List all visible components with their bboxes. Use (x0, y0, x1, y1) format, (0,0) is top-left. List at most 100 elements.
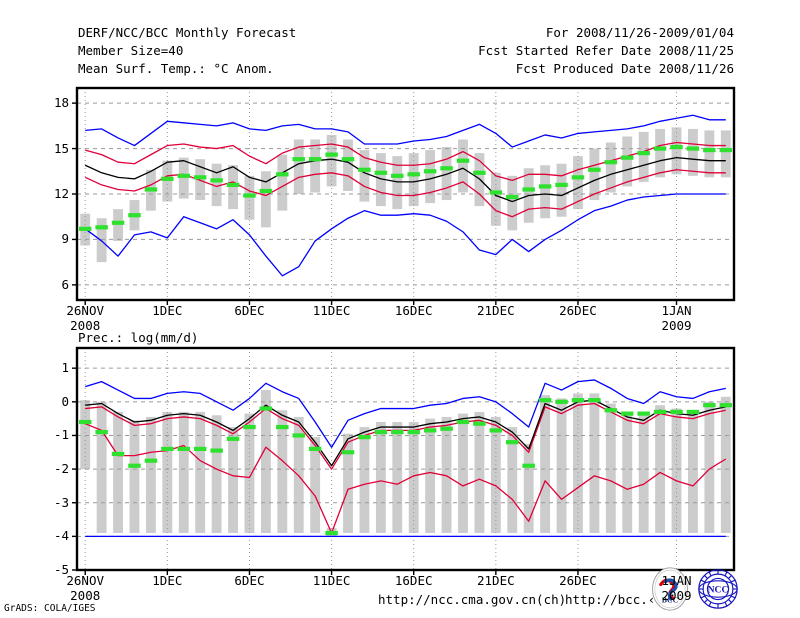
spread-bar (244, 413, 255, 533)
spread-bar (408, 422, 419, 533)
spread-bar (688, 410, 698, 533)
x-tick-label: 16DEC (394, 303, 433, 318)
x-tick-label: 1JAN (661, 303, 692, 318)
x-tick-label: 26DEC (559, 303, 597, 318)
x-tick-label: 21DEC (477, 573, 515, 588)
spread-bar (113, 411, 123, 533)
spread-bar (113, 209, 123, 241)
spread-bar (720, 130, 731, 178)
spread-bar (655, 128, 666, 178)
spread-bar (195, 411, 206, 533)
header-forecast-period: For 2008/11/26-2009/01/04 (545, 25, 734, 40)
x-tick-label: 6DEC (234, 303, 265, 318)
spread-bar (260, 390, 271, 533)
y-tick-label: 15 (53, 140, 69, 156)
x-tick-label: 21DEC (477, 303, 515, 318)
series-upper_quartile (85, 402, 726, 470)
spread-bar (343, 139, 353, 191)
spread-bar (540, 165, 551, 219)
spread-bar (540, 395, 551, 533)
spread-bar (474, 411, 485, 533)
spread-bar (178, 157, 189, 199)
spread-bar (162, 160, 173, 202)
spread-bar (392, 156, 403, 210)
y-tick-label: 1 (61, 360, 69, 376)
spread-bar (359, 150, 370, 202)
spread-bar (704, 401, 715, 533)
spread-bar (638, 415, 649, 533)
x-tick-label: 26NOV (66, 303, 105, 318)
x-tick-label-year: 2008 (70, 318, 101, 333)
y-tick-label: 18 (53, 95, 69, 111)
spread-bar (490, 416, 501, 533)
temperature-gridlines (77, 88, 734, 300)
spread-bar (605, 403, 616, 533)
spread-bar (293, 139, 304, 194)
spread-bar (425, 150, 436, 204)
ncc-url[interactable]: http://ncc.cma.gov.cn(ch) (378, 592, 567, 607)
x-tick-label: 1JAN (661, 573, 692, 588)
x-tick-label: 6DEC (234, 573, 265, 588)
bcc-logo-icon: BCC (652, 567, 688, 611)
spread-bar (589, 148, 600, 201)
spread-bar (507, 427, 518, 533)
spread-bar (408, 153, 419, 207)
spread-bar (375, 153, 386, 207)
spread-bar (458, 413, 468, 533)
spread-bar (622, 411, 633, 533)
spread-bar (228, 427, 238, 533)
series-max (85, 379, 726, 448)
spread-bar (375, 422, 386, 533)
x-tick-label: 1DEC (152, 303, 183, 318)
spread-bar (244, 175, 255, 220)
x-tick-label: 26DEC (559, 573, 597, 588)
y-tick-label: -1 (53, 427, 69, 443)
spread-bar (228, 165, 238, 210)
precip-panel-title: Prec.: log(mm/d) (78, 330, 199, 345)
spread-bar (441, 416, 452, 533)
bcc-url[interactable]: http://bcc.‹ (565, 592, 656, 607)
series-min (84, 193, 726, 277)
spread-bar (211, 163, 222, 207)
header-start-date: Fcst Started Refer Date 2008/11/25 (478, 43, 734, 58)
series-max (85, 114, 726, 148)
x-tick-label: 1DEC (152, 573, 183, 588)
spread-bar (622, 136, 633, 187)
spread-bar (556, 163, 567, 217)
spread-bar (277, 410, 288, 533)
header-temp-units: Mean Surf. Temp.: °C Anom. (78, 61, 274, 76)
x-tick-label-year: 2009 (661, 588, 692, 603)
svg-text:BCC: BCC (662, 595, 679, 604)
spread-bar (720, 396, 731, 533)
series-upper_quartile (85, 141, 726, 182)
temperature-plot (72, 86, 736, 305)
spread-bar (688, 128, 698, 176)
spread-bar (310, 139, 321, 193)
spread-bar (425, 418, 436, 533)
spread-bar (638, 131, 649, 182)
header-produced-date: Fcst Produced Date 2008/11/26 (515, 61, 734, 76)
x-tick-label-year: 2009 (661, 318, 692, 333)
precipitation-plot (72, 346, 736, 575)
series-ensemble_mean (84, 157, 726, 203)
y-tick-label: -5 (53, 562, 69, 577)
y-tick-label: -4 (53, 528, 69, 544)
y-tick-label: 0 (61, 393, 69, 409)
spread-bar (145, 416, 156, 533)
spread-bar (392, 422, 403, 533)
svg-text:NCC: NCC (708, 584, 729, 595)
spread-bar (507, 175, 518, 231)
spread-bar (490, 172, 501, 226)
y-tick-label: 12 (53, 186, 69, 201)
spread-bar (129, 420, 140, 533)
series-ensemble_mean (85, 399, 726, 467)
temperature-observed-dashes (78, 144, 733, 231)
spread-bar (704, 130, 715, 178)
spread-bar (458, 139, 468, 193)
spread-bar (671, 127, 682, 175)
series-lower_quartile (84, 423, 727, 534)
spread-bar (343, 433, 353, 533)
precipitation-spread-bars (80, 390, 731, 537)
